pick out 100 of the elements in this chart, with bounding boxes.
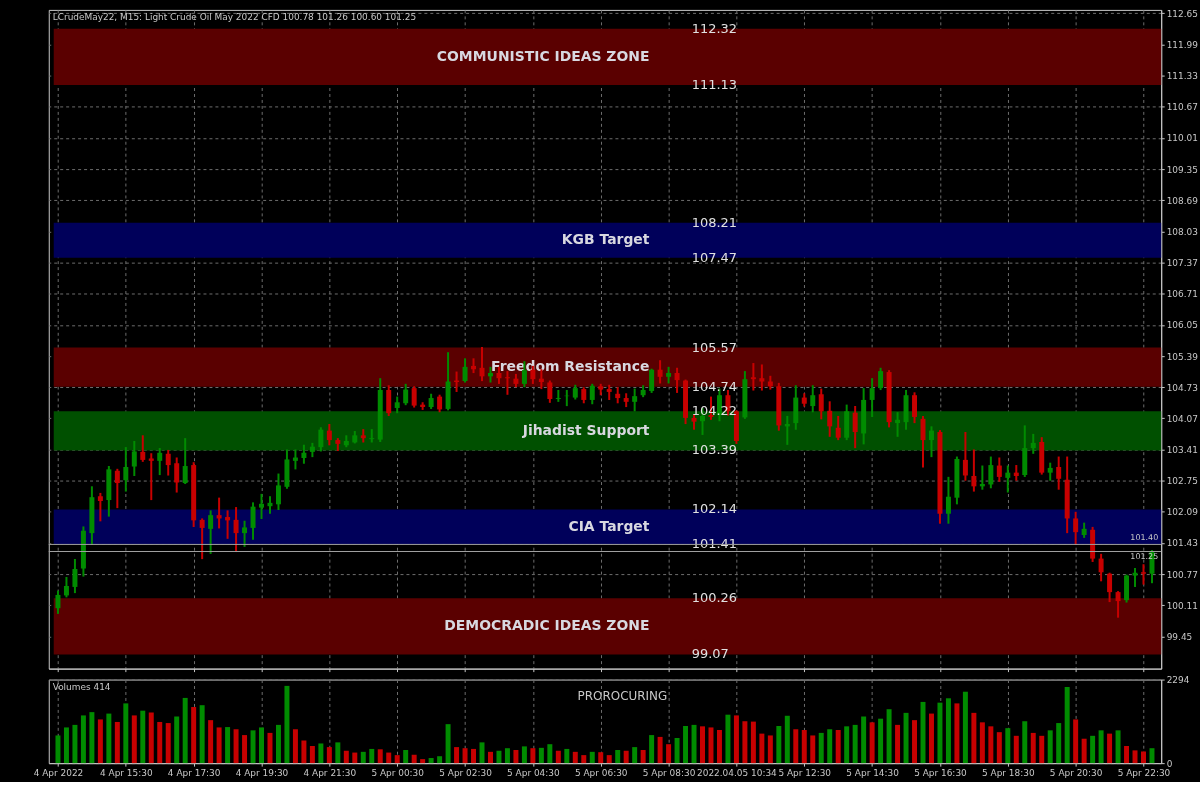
bar	[326, 747, 332, 764]
band-label: Jihadist Support	[521, 421, 650, 438]
bar	[716, 729, 722, 764]
bar	[1047, 730, 1053, 764]
x-tick-label: 5 Apr 08:30	[642, 767, 696, 778]
annotation: 100.26	[691, 590, 737, 606]
bar	[140, 710, 146, 764]
bar	[250, 730, 256, 764]
bar	[649, 735, 655, 764]
bar	[759, 733, 765, 764]
bar	[114, 721, 120, 764]
band-label: COMMUNISTIC IDEAS ZONE	[436, 47, 650, 64]
bar	[284, 685, 290, 764]
y-tick-label: 110.01	[1166, 133, 1198, 144]
bar	[1090, 735, 1096, 764]
bar	[403, 750, 409, 764]
bar	[191, 707, 197, 764]
bar	[725, 714, 731, 764]
bar	[216, 727, 222, 764]
bar	[301, 740, 307, 764]
bar	[259, 727, 264, 764]
bar	[471, 748, 477, 764]
bar	[292, 729, 298, 764]
x-tick-label: 4 Apr 21:30	[303, 767, 357, 778]
bar	[89, 712, 95, 764]
bar	[869, 722, 875, 764]
bar	[1081, 738, 1087, 764]
bar	[564, 748, 570, 764]
annotation: 103.39	[691, 442, 737, 458]
bar	[1115, 730, 1121, 764]
bar	[640, 750, 646, 764]
bar	[555, 750, 561, 764]
bar	[225, 727, 231, 764]
bar	[852, 724, 858, 764]
bar	[886, 709, 892, 764]
y-tick-label: 106.71	[1166, 289, 1198, 300]
band-label: CIA Target	[568, 517, 650, 534]
bar	[1056, 723, 1062, 764]
bar	[1124, 746, 1130, 764]
x-tick-label: 5 Apr 04:30	[507, 767, 560, 778]
bar	[386, 752, 392, 764]
y-tick-label: 102.09	[1166, 507, 1199, 518]
bar	[309, 746, 315, 764]
bar	[106, 713, 112, 764]
bar	[861, 716, 867, 764]
bar	[776, 725, 782, 764]
bar	[1149, 748, 1155, 764]
x-tick-label: 5 Apr 22:30	[1117, 767, 1171, 778]
bar	[1005, 728, 1011, 764]
bar	[233, 729, 239, 764]
bar	[767, 735, 773, 764]
bar	[411, 754, 417, 764]
annotation: 111.13	[691, 76, 737, 92]
bar	[97, 719, 103, 764]
bar	[360, 751, 366, 764]
bar	[691, 724, 697, 764]
y-tick-label: 0	[1166, 758, 1173, 769]
bar	[750, 721, 756, 764]
bar	[199, 705, 205, 764]
y-tick-label: 100.77	[1166, 569, 1198, 580]
bar	[445, 724, 451, 764]
x-tick-label: 5 Apr 12:30	[778, 767, 832, 778]
x-tick-label: 5 Apr 14:30	[846, 767, 900, 778]
annotation: 112.32	[691, 20, 737, 36]
band-label: KGB Target	[561, 231, 650, 248]
y-tick-label: 111.99	[1166, 39, 1199, 50]
bar	[174, 716, 180, 764]
bar	[369, 748, 375, 764]
bar	[912, 720, 918, 764]
annotation: 108.21	[691, 214, 737, 230]
y-tick-label: 101.43	[1166, 538, 1198, 549]
y-tick-label: 108.69	[1166, 195, 1199, 206]
bar	[1039, 735, 1045, 764]
bar	[1107, 733, 1113, 764]
bar	[1132, 750, 1138, 764]
bar	[63, 727, 69, 764]
y-tick-label: 110.67	[1166, 102, 1198, 113]
bar	[598, 752, 604, 764]
y-tick-label: 106.05	[1166, 320, 1198, 331]
bar	[996, 732, 1002, 764]
annotation: 104.74	[691, 378, 737, 394]
y-tick-label: 104.07	[1166, 413, 1198, 424]
bar	[123, 703, 129, 764]
bar	[928, 713, 934, 764]
bar	[827, 729, 833, 764]
bar	[615, 750, 621, 764]
bar	[945, 698, 951, 764]
x-tick-label: 5 Apr 20:30	[1049, 767, 1103, 778]
bar	[131, 715, 137, 764]
bar	[666, 744, 672, 764]
y-tick-label: 103.41	[1166, 445, 1198, 455]
bar	[589, 751, 595, 764]
annotation: 102.14	[691, 501, 737, 517]
bar	[979, 722, 985, 764]
bar	[377, 749, 383, 764]
bar	[352, 752, 358, 764]
candlestick	[1141, 564, 1146, 585]
annotation: 99.07	[691, 646, 729, 662]
bar	[242, 735, 248, 764]
bar	[895, 724, 901, 764]
